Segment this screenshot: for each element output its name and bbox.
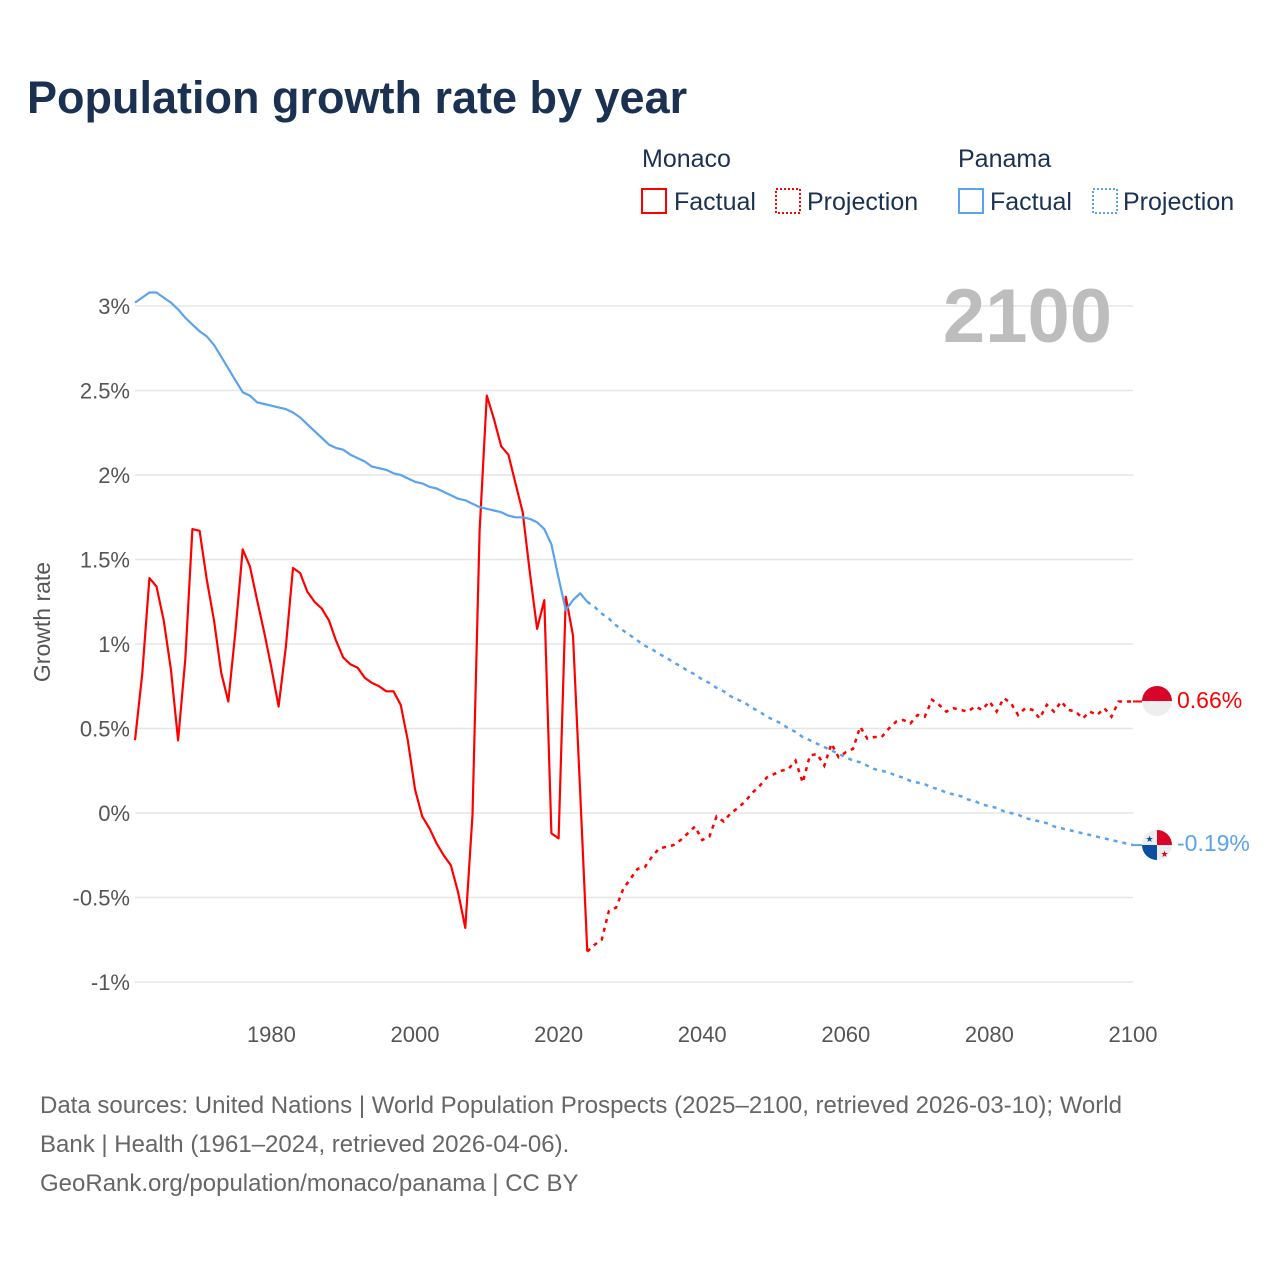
panama-projection-line[interactable]	[586, 600, 1134, 847]
legend: Monaco Factual Projection Panama Factual…	[641, 145, 1234, 216]
chart-title: Population growth rate by year	[27, 72, 687, 123]
x-tick-label: 1980	[247, 1022, 296, 1047]
legend-label-monaco-projection[interactable]: Projection	[807, 188, 918, 216]
y-tick-label: 3%	[98, 294, 130, 319]
end-markers: 0.66% ★ ★ -0.19%	[1142, 686, 1250, 860]
legend-label-panama-projection[interactable]: Projection	[1123, 188, 1234, 216]
monaco-flag-icon	[1142, 686, 1172, 716]
monaco-factual-line[interactable]	[133, 394, 589, 952]
gridlines	[135, 305, 1133, 983]
y-axis-label: Growth rate	[29, 562, 55, 682]
series-lines	[133, 291, 1142, 953]
y-tick-label: 1.5%	[80, 548, 130, 573]
x-tick-label: 2100	[1109, 1022, 1158, 1047]
panama-end-value: -0.19%	[1177, 830, 1250, 856]
current-year-label: 2100	[943, 274, 1112, 359]
footer-sources-line2: Bank | Health (1961–2024, retrieved 2026…	[40, 1131, 569, 1158]
panama-flag-icon: ★ ★	[1142, 830, 1172, 860]
x-tick-label: 2040	[678, 1022, 727, 1047]
x-tick-label: 2060	[821, 1022, 870, 1047]
legend-label-panama-factual[interactable]: Factual	[990, 188, 1072, 216]
legend-label-monaco-factual[interactable]: Factual	[674, 188, 756, 216]
x-tick-label: 2000	[391, 1022, 440, 1047]
y-axis-ticks: 3% 2.5% 2% 1.5% 1% 0.5% 0% -0.5% -1%	[73, 294, 130, 995]
monaco-end-value: 0.66%	[1177, 687, 1242, 713]
y-tick-label: 0.5%	[80, 717, 130, 742]
footer-sources-line1: Data sources: United Nations | World Pop…	[40, 1092, 1122, 1119]
legend-swatch-monaco-factual[interactable]	[641, 188, 667, 214]
y-tick-label: 1%	[98, 632, 130, 657]
y-tick-label: 2%	[98, 463, 130, 488]
monaco-projection-line[interactable]	[586, 696, 1133, 953]
svg-text:★: ★	[1145, 834, 1153, 844]
y-tick-label: -0.5%	[73, 886, 130, 911]
footer-attribution-link[interactable]: GeoRank.org/population/monaco/panama | C…	[40, 1170, 579, 1197]
legend-swatch-monaco-projection[interactable]	[775, 188, 801, 214]
legend-group-panama: Panama	[958, 145, 1051, 173]
legend-swatch-panama-factual[interactable]	[958, 188, 984, 214]
y-tick-label: 2.5%	[80, 379, 130, 404]
x-axis-ticks: 1980 2000 2020 2040 2060 2080 2100	[247, 1022, 1158, 1047]
x-tick-label: 2080	[965, 1022, 1014, 1047]
x-tick-label: 2020	[534, 1022, 583, 1047]
y-tick-label: 0%	[98, 801, 130, 826]
panama-factual-line[interactable]	[134, 291, 589, 612]
legend-group-monaco: Monaco	[642, 145, 731, 173]
svg-text:★: ★	[1160, 849, 1168, 859]
legend-swatch-panama-projection[interactable]	[1092, 188, 1118, 214]
y-tick-label: -1%	[91, 970, 130, 995]
